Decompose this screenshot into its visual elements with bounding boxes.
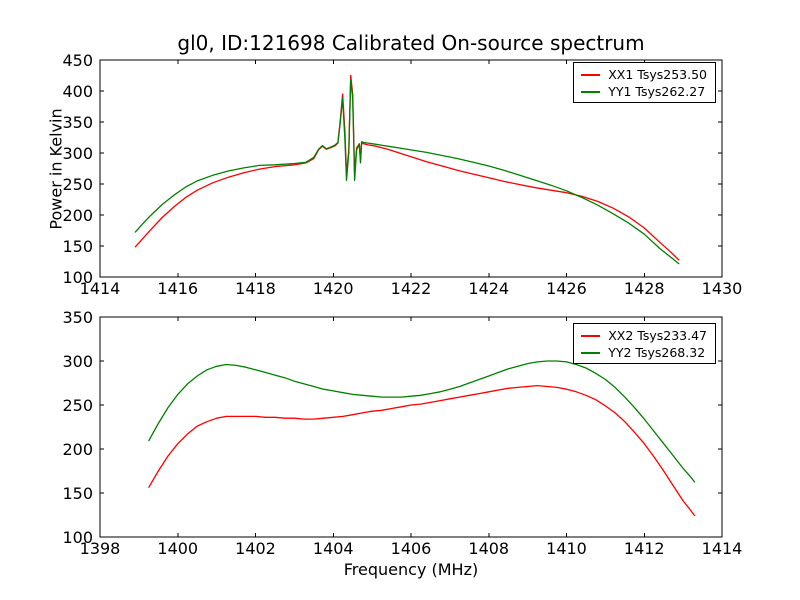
x-tick-label: 1416 — [157, 279, 198, 298]
legend-entry-xx2: XX2 Tsys233.47 — [581, 328, 707, 343]
x-tick-label: 1402 — [235, 539, 276, 558]
legend-label-xx2: XX2 Tsys233.47 — [608, 328, 707, 343]
x-tick-label: 1410 — [546, 539, 587, 558]
legend-line-swatch-yy1 — [581, 90, 601, 93]
series-line-yy1 — [134, 79, 680, 265]
y-tick-label: 250 — [62, 396, 93, 415]
x-tick-label: 1398 — [80, 539, 121, 558]
series-line-xx2 — [148, 384, 696, 517]
x-tick-label: 1412 — [624, 539, 665, 558]
x-tick-label: 1404 — [313, 539, 354, 558]
legend-entry-xx1: XX1 Tsys253.50 — [581, 67, 707, 82]
axes-frame — [99, 59, 723, 278]
legend-entry-yy2: YY2 Tsys268.32 — [581, 345, 707, 360]
y-tick-label: 350 — [62, 308, 93, 327]
y-tick-label: 450 — [62, 51, 93, 70]
x-tick-label: 1414 — [80, 279, 121, 298]
y-tick-label: 150 — [62, 237, 93, 256]
y-tick-label: 400 — [62, 82, 93, 101]
legend-label-yy1: YY1 Tsys262.27 — [608, 84, 706, 99]
x-tick-label: 1418 — [235, 279, 276, 298]
x-tick-label: 1414 — [702, 539, 743, 558]
legend-line-swatch-xx1 — [581, 73, 601, 76]
series-line-yy2 — [148, 360, 696, 483]
x-tick-label: 1400 — [157, 539, 198, 558]
legend-top: XX1 Tsys253.50 YY1 Tsys262.27 — [573, 62, 716, 103]
x-tick-label: 1420 — [313, 279, 354, 298]
y-tick-label: 150 — [62, 484, 93, 503]
y-tick-label: 300 — [62, 352, 93, 371]
x-tick-label: 1426 — [546, 279, 587, 298]
x-tick-label: 1428 — [624, 279, 665, 298]
legend-label-yy2: YY2 Tsys268.32 — [608, 345, 706, 360]
legend-line-swatch-xx2 — [581, 334, 601, 337]
x-tick-label: 1430 — [702, 279, 743, 298]
x-tick-label: 1424 — [468, 279, 509, 298]
legend-line-swatch-yy2 — [581, 351, 601, 354]
chart-title: gl0, ID:121698 Calibrated On-source spec… — [177, 31, 645, 55]
y-tick-label: 100 — [62, 268, 93, 287]
x-tick-label: 1422 — [391, 279, 432, 298]
y-tick-label: 250 — [62, 175, 93, 194]
y-tick-label: 200 — [62, 206, 93, 225]
legend-entry-yy1: YY1 Tsys262.27 — [581, 84, 707, 99]
y-tick-label: 100 — [62, 528, 93, 547]
x-tick-label: 1406 — [391, 539, 432, 558]
y-tick-label: 200 — [62, 440, 93, 459]
x-tick-label: 1408 — [468, 539, 509, 558]
y-tick-label: 350 — [62, 113, 93, 132]
x-axis-label: Frequency (MHz) — [343, 560, 479, 579]
series-line-xx1 — [134, 74, 680, 261]
legend-label-xx1: XX1 Tsys253.50 — [608, 67, 707, 82]
y-tick-label: 300 — [62, 144, 93, 163]
legend-bottom: XX2 Tsys233.47 YY2 Tsys268.32 — [573, 323, 716, 364]
axes-frame — [99, 316, 723, 538]
